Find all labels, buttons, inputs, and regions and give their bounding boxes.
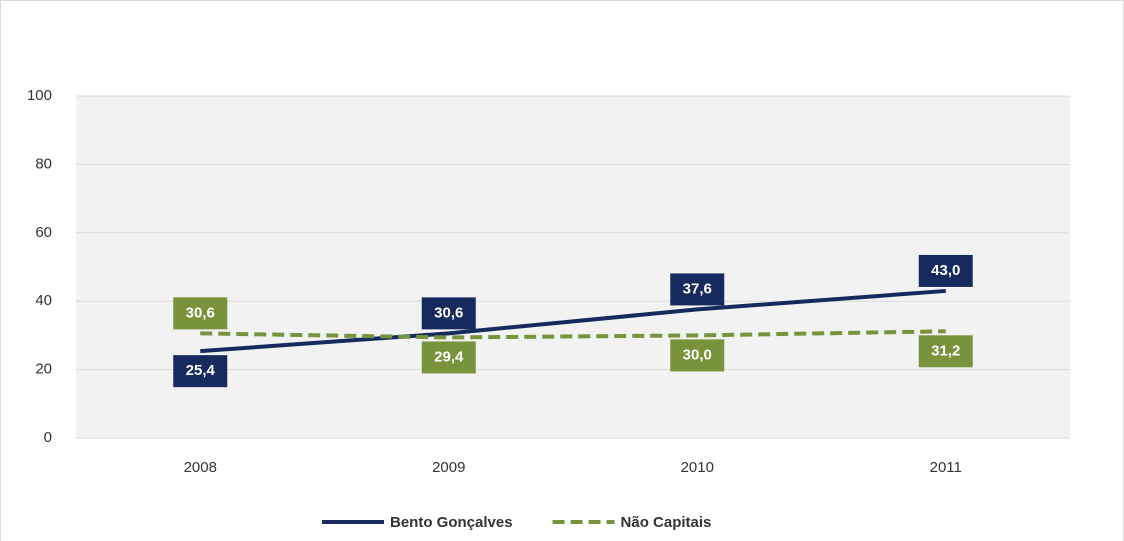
data-label: 43,0 [931, 262, 960, 279]
series-line [200, 288, 946, 354]
data-label: 31,2 [931, 342, 960, 359]
data-label: 37,6 [683, 280, 712, 297]
data-label: 30,0 [683, 346, 712, 363]
data-label-box [670, 339, 725, 372]
data-label: 30,6 [434, 304, 463, 321]
y-tick-label: 80 [35, 155, 52, 172]
x-tick-label: 2011 [930, 459, 962, 476]
x-tick-label: 2010 [681, 459, 714, 476]
x-tick-label: 2008 [184, 459, 217, 476]
series-line [200, 329, 946, 340]
data-label-box [918, 335, 973, 368]
y-tick-label: 60 [35, 224, 52, 241]
data-label-box [173, 297, 228, 330]
legend-label: Bento Gonçalves [390, 514, 513, 531]
data-label: 25,4 [186, 362, 216, 379]
legend-label: Não Capitais [621, 514, 712, 531]
data-label-box [173, 355, 228, 388]
data-label-box [670, 273, 725, 306]
y-tick-label: 40 [35, 292, 52, 309]
plot-area [76, 96, 1070, 438]
x-tick-label: 2009 [432, 459, 465, 476]
y-tick-label: 0 [44, 429, 52, 446]
data-label: 30,6 [186, 304, 215, 321]
y-tick-label: 20 [35, 361, 52, 378]
data-label-box [918, 254, 973, 287]
y-tick-label: 100 [27, 87, 52, 104]
data-label: 29,4 [434, 348, 464, 365]
data-label-box [421, 341, 476, 374]
data-label-box [421, 297, 476, 330]
